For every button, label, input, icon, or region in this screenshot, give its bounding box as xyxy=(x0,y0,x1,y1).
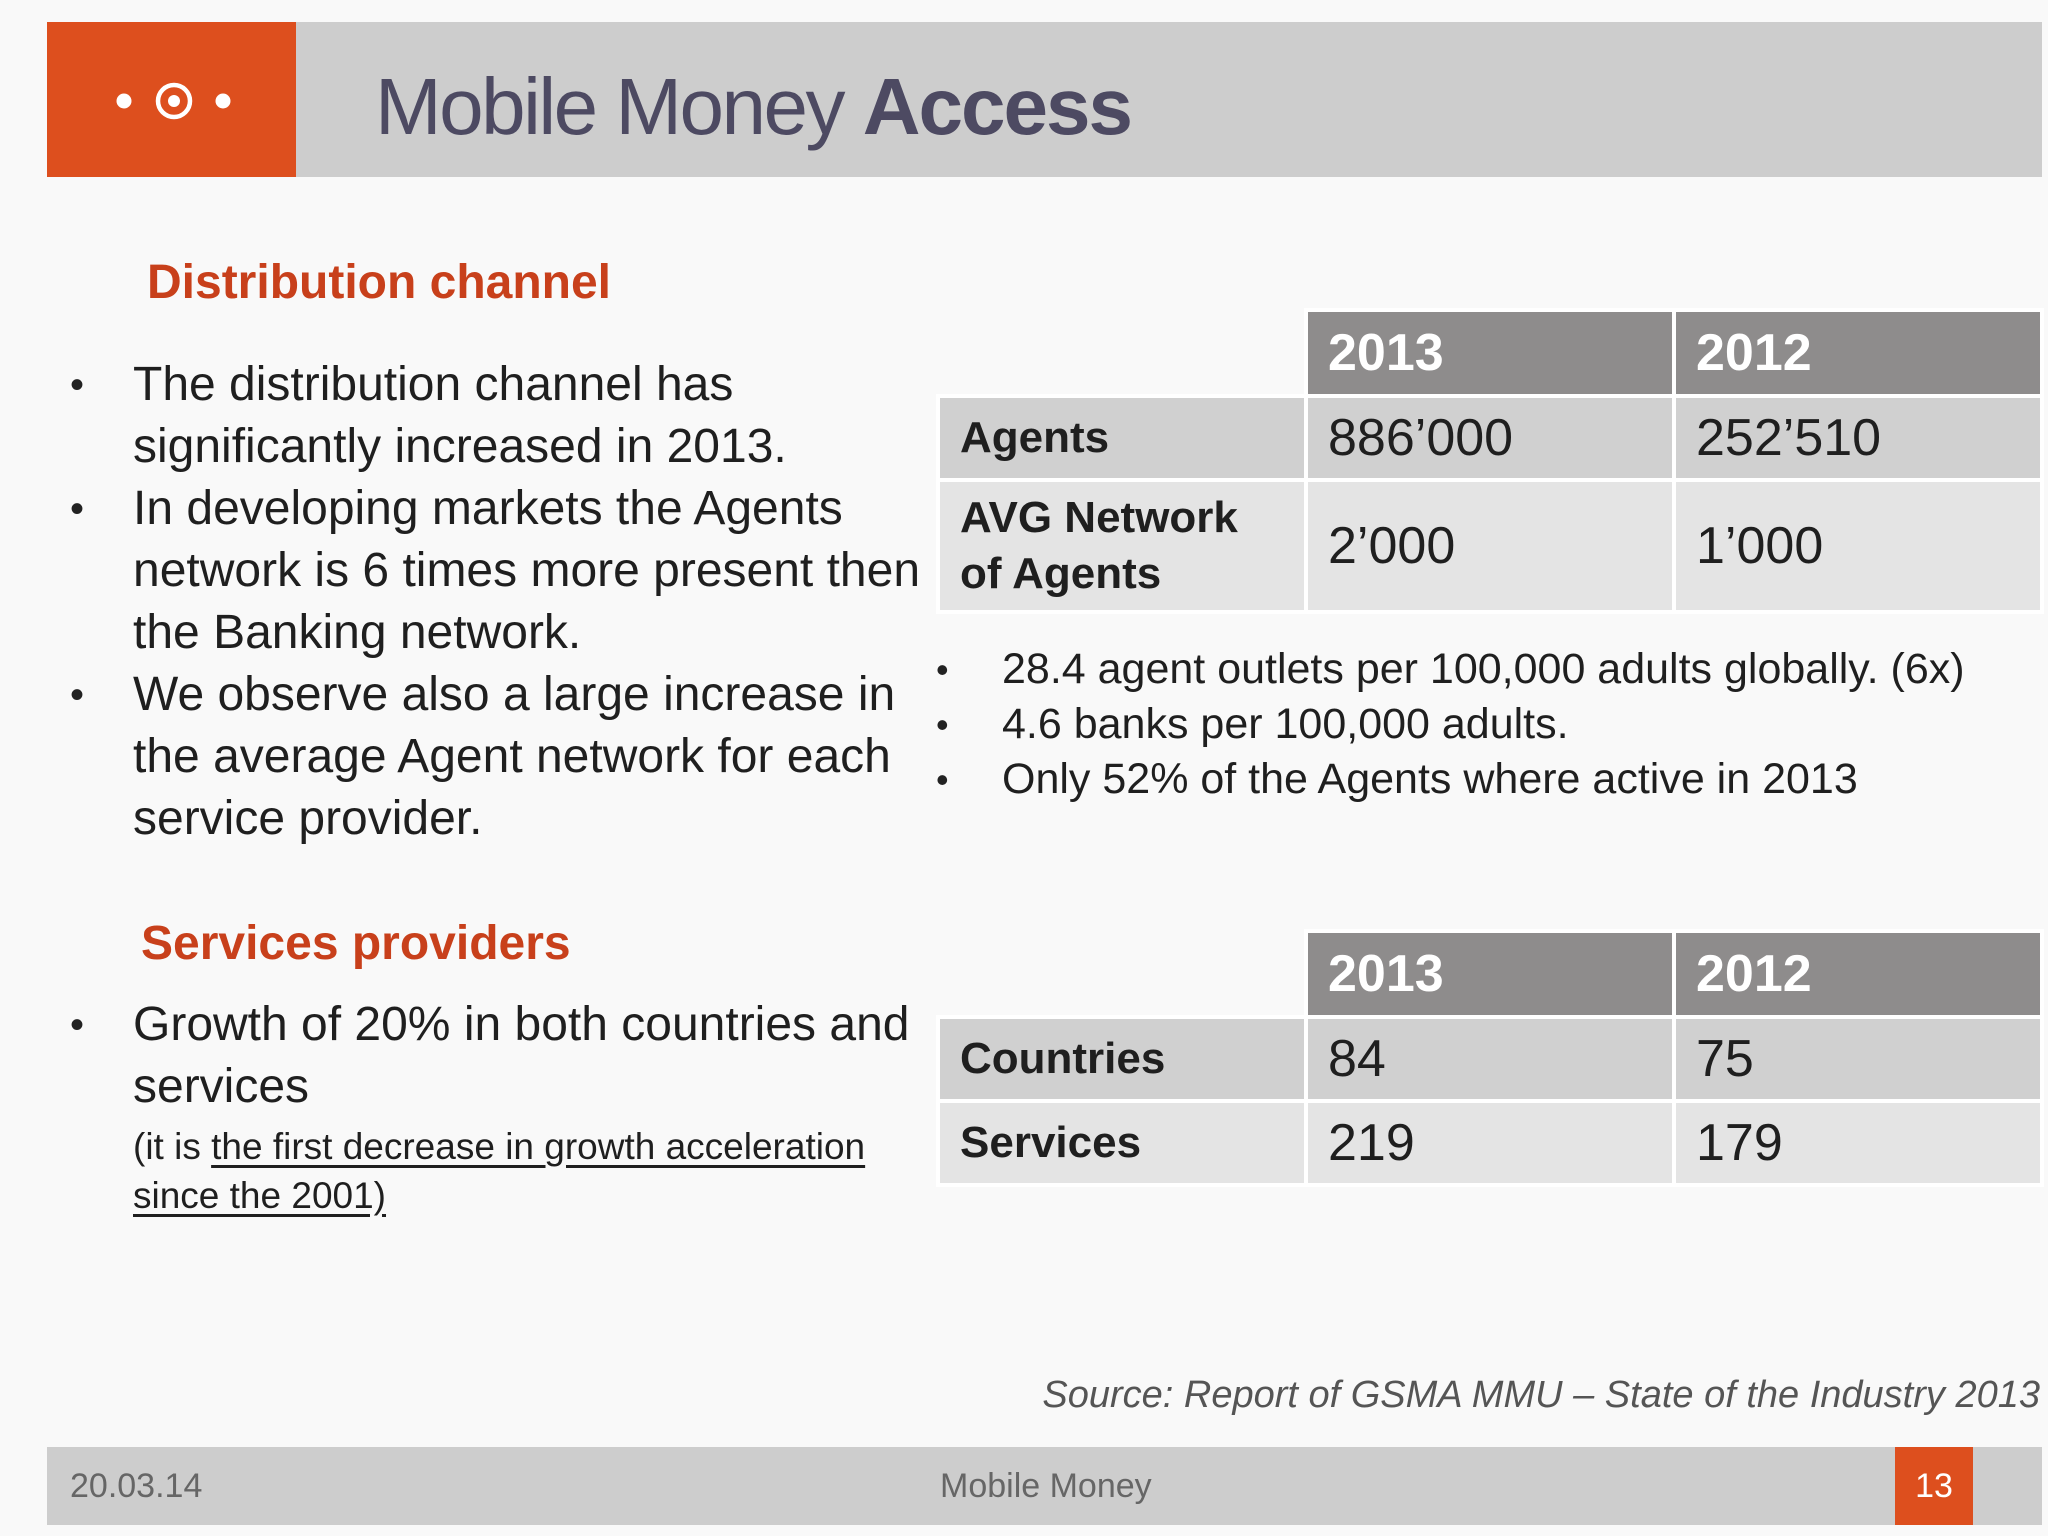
providers-note: (it is the first decrease in growth acce… xyxy=(133,1122,930,1220)
page-title-emphasis: Access xyxy=(862,62,1133,151)
table-header-2012: 2012 xyxy=(1672,929,2044,1019)
table-corner-cell xyxy=(938,931,1308,1019)
providers-note-prefix: (it is xyxy=(133,1126,212,1167)
table-row: Countries 84 75 xyxy=(936,1015,2044,1103)
row-label-services: Services xyxy=(936,1099,1308,1187)
agents-table-header-row: 2013 2012 xyxy=(938,308,2044,398)
row-label-line: AVG Network xyxy=(960,493,1238,542)
table-header-2013: 2013 xyxy=(1304,929,1676,1019)
distribution-heading: Distribution channel xyxy=(147,256,612,309)
table-row: Agents 886’000 252’510 xyxy=(936,394,2044,482)
row-label-agents: Agents xyxy=(936,394,1308,482)
providers-bullet: Growth of 20% in both countries and serv… xyxy=(70,994,930,1220)
fact-bullet: 28.4 agent outlets per 100,000 adults gl… xyxy=(930,642,2040,697)
page-title: Mobile Money Access xyxy=(375,52,1133,162)
providers-bullet-list: Growth of 20% in both countries and serv… xyxy=(70,994,930,1220)
table-cell: 84 xyxy=(1304,1015,1676,1103)
facts-bullet-list: 28.4 agent outlets per 100,000 adults gl… xyxy=(930,642,2040,807)
providers-note-underlined: the first decrease in growth acceleratio… xyxy=(133,1126,866,1216)
distribution-bullet-list: The distribution channel has significant… xyxy=(70,354,930,850)
fact-bullet: 4.6 banks per 100,000 adults. xyxy=(930,697,2040,752)
row-label-line: of Agents xyxy=(960,549,1162,598)
logo-block xyxy=(47,22,296,177)
providers-heading: Services providers xyxy=(141,917,571,970)
table-cell: 219 xyxy=(1304,1099,1676,1187)
page-number: 13 xyxy=(1895,1447,1973,1525)
dot-target-dot-logo-icon xyxy=(116,82,231,120)
table-cell: 252’510 xyxy=(1672,394,2044,482)
row-label-countries: Countries xyxy=(936,1015,1308,1103)
page-title-main: Mobile Money xyxy=(375,62,863,151)
distribution-bullet: The distribution channel has significant… xyxy=(70,354,930,478)
distribution-bullet: In developing markets the Agents network… xyxy=(70,478,930,664)
providers-bullet-text: Growth of 20% in both countries and serv… xyxy=(133,998,910,1113)
row-label-avg-network: AVG Network of Agents xyxy=(936,478,1308,614)
source-citation: Source: Report of GSMA MMU – State of th… xyxy=(1042,1374,2040,1416)
table-cell: 886’000 xyxy=(1304,394,1676,482)
table-cell: 75 xyxy=(1672,1015,2044,1103)
table-cell: 2’000 xyxy=(1304,478,1676,614)
distribution-bullet: We observe also a large increase in the … xyxy=(70,664,930,850)
footer-date: 20.03.14 xyxy=(70,1467,203,1505)
header-bar xyxy=(47,22,2042,177)
table-header-2013: 2013 xyxy=(1304,308,1676,398)
agents-table: 2013 2012 Agents 886’000 252’510 AVG Net… xyxy=(936,308,2044,614)
table-cell: 1’000 xyxy=(1672,478,2044,614)
table-row: AVG Network of Agents 2’000 1’000 xyxy=(936,478,2044,614)
table-cell: 179 xyxy=(1672,1099,2044,1187)
footer-title: Mobile Money xyxy=(940,1467,1152,1505)
table-header-2012: 2012 xyxy=(1672,308,2044,398)
table-row: Services 219 179 xyxy=(936,1099,2044,1187)
table-corner-cell xyxy=(938,310,1308,398)
fact-bullet: Only 52% of the Agents where active in 2… xyxy=(930,752,2040,807)
footer-bar xyxy=(47,1447,2042,1525)
providers-table-header-row: 2013 2012 xyxy=(938,929,2044,1019)
providers-table: 2013 2012 Countries 84 75 Services 219 1… xyxy=(936,929,2044,1187)
